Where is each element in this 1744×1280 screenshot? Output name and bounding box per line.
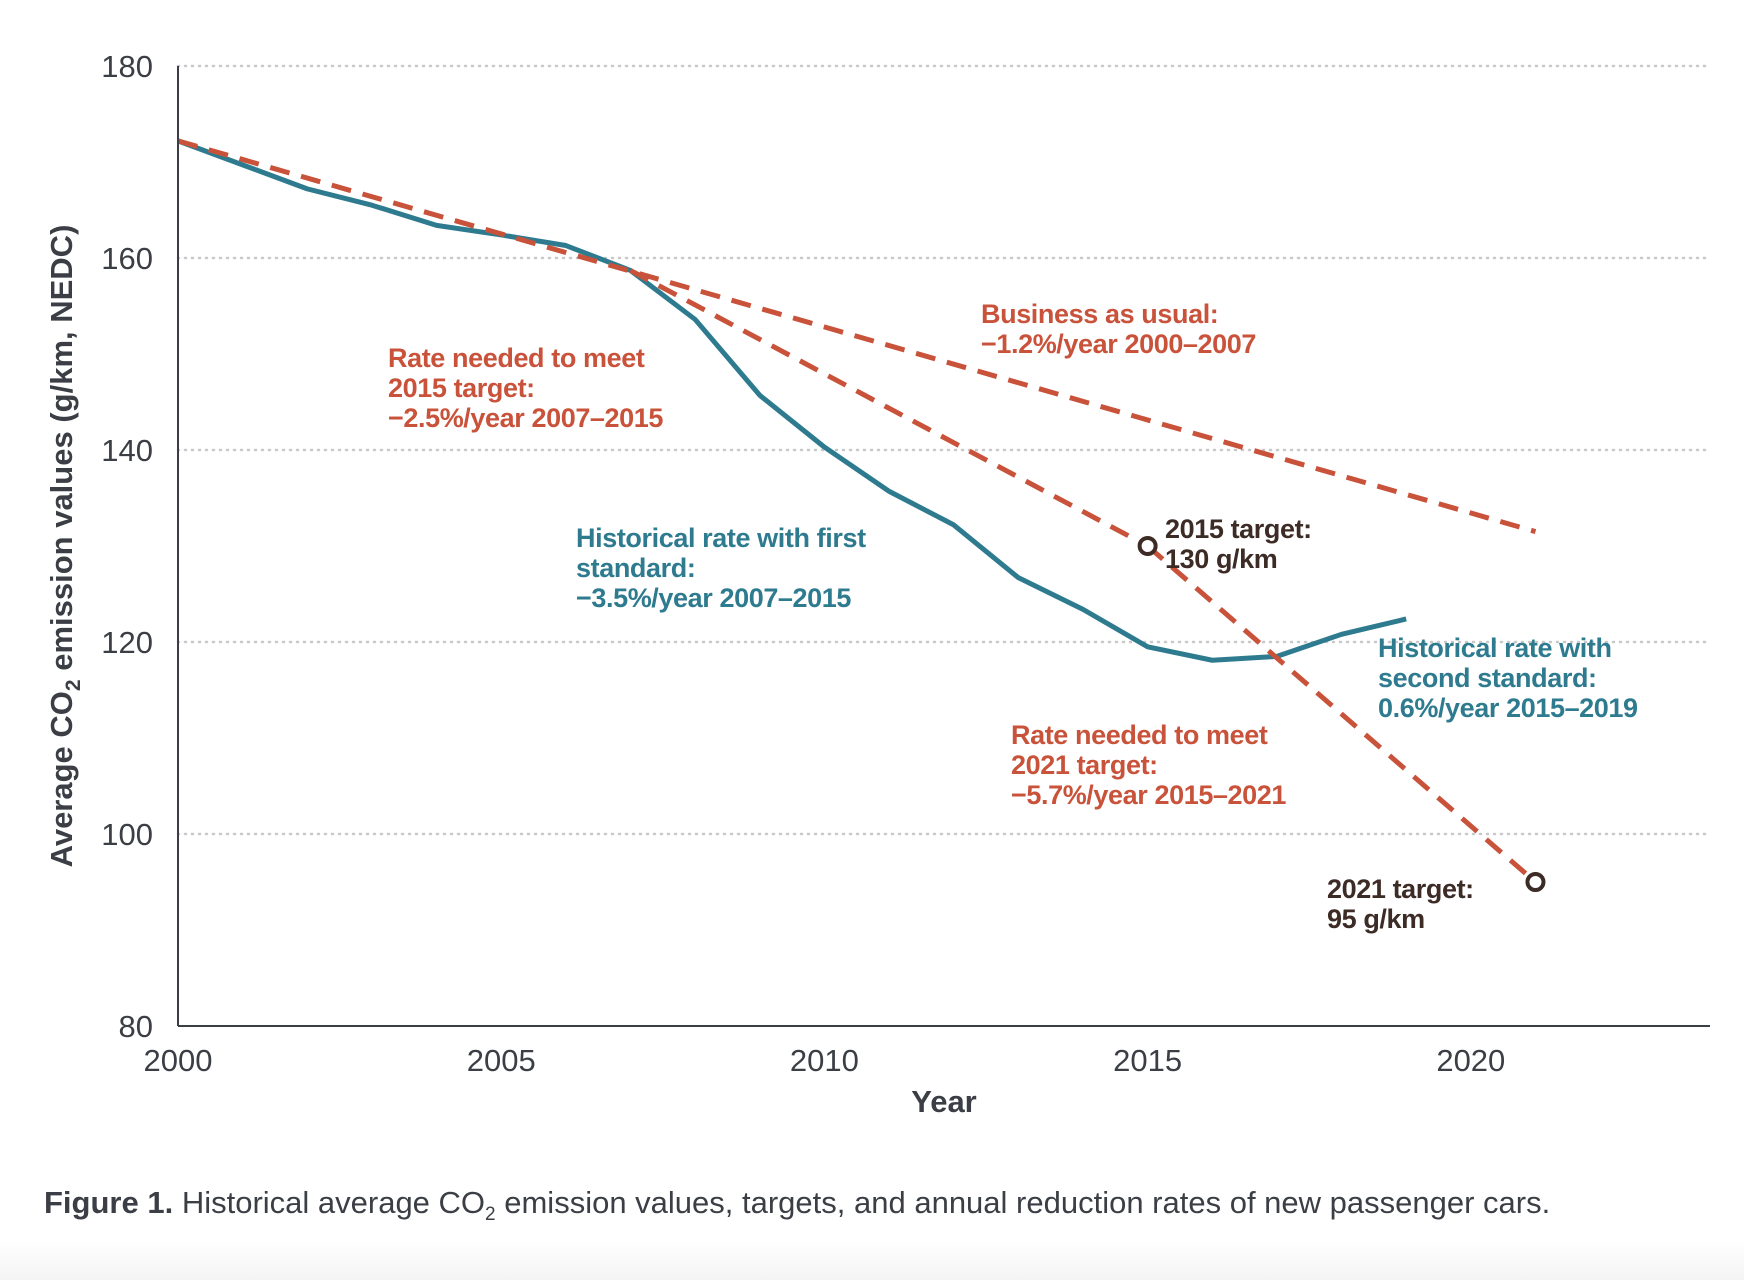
annotation-line: 95 g/km	[1327, 904, 1425, 934]
caption-label: Figure 1.	[44, 1185, 174, 1220]
marker-target-2021	[1525, 872, 1546, 892]
series-layer	[177, 138, 1546, 892]
y-tick-label: 140	[101, 433, 153, 468]
x-tick-label: 2000	[144, 1043, 213, 1078]
annotation-line: −3.5%/year 2007–2015	[576, 583, 851, 613]
annotation-line: 2021 target:	[1327, 874, 1474, 904]
figure-caption: Figure 1. Historical average CO2 emissio…	[44, 1178, 1684, 1240]
x-tick-label: 2010	[790, 1043, 859, 1078]
y-axis-title-subscript: 2	[62, 679, 85, 691]
series-line-historical	[177, 138, 1407, 663]
tick-labels: 80 100 120 140 160 180 2000 2005 2010 2015 2020	[101, 49, 1505, 1078]
annotation-line: 130 g/km	[1165, 544, 1277, 574]
annotation-line: second standard:	[1378, 663, 1597, 693]
caption-text: Historical average CO	[173, 1185, 486, 1220]
caption-text: emission values, targets, and annual red…	[495, 1185, 1551, 1220]
marker-target-2015	[1137, 536, 1158, 556]
annotation-line: 0.6%/year 2015–2019	[1378, 693, 1638, 723]
annotation-line: −1.2%/year 2000–2007	[981, 329, 1256, 359]
annotation-target-2021: 2021 target: 95 g/km	[1327, 874, 1474, 934]
annotation-line: Historical rate with first	[576, 523, 866, 553]
y-axis-title: Average CO2 emission values (g/km, NEDC)	[44, 225, 85, 868]
annotation-historical-first: Historical rate with first standard: −3.5%…	[576, 523, 866, 613]
y-tick-label: 180	[101, 49, 153, 84]
annotation-line: 2021 target:	[1011, 750, 1158, 780]
y-axis-title-part: emission values (g/km, NEDC)	[44, 225, 79, 680]
annotation-line: 2015 target:	[1165, 514, 1312, 544]
annotation-target-2015: 2015 target: 130 g/km	[1165, 514, 1312, 574]
y-tick-label: 160	[101, 241, 153, 276]
co2-emissions-chart: 80 100 120 140 160 180 2000 2005 2010 2015 2020 Bu…	[44, 49, 1712, 1119]
annotation-line: standard:	[576, 553, 695, 583]
annotation-line: Rate needed to meet	[1011, 720, 1268, 750]
annotations: Business as usual: −1.2%/year 2000–2007 Ra…	[388, 299, 1638, 934]
annotation-rate-2021: Rate needed to meet 2021 target: −5.7%/yea…	[1011, 720, 1286, 810]
y-tick-label: 120	[101, 625, 153, 660]
annotation-business-as-usual: Business as usual: −1.2%/year 2000–2007	[981, 299, 1256, 359]
series-line-rate-2021-target	[1145, 544, 1538, 884]
x-tick-label: 2020	[1436, 1043, 1505, 1078]
x-axis-title: Year	[911, 1084, 977, 1119]
y-tick-label: 80	[119, 1009, 153, 1044]
series-line-rate-2015-target	[629, 268, 1149, 549]
caption-subscript: 2	[485, 1204, 496, 1226]
annotation-line: 2015 target:	[388, 373, 535, 403]
series-line-business-as-usual	[177, 138, 1537, 535]
annotation-historical-second: Historical rate with second standard: 0.6%…	[1378, 633, 1638, 723]
annotation-line: −2.5%/year 2007–2015	[388, 403, 663, 433]
bottom-fade	[0, 1240, 1744, 1280]
y-axis-title-part: Average CO	[44, 691, 79, 867]
annotation-line: Business as usual:	[981, 299, 1218, 329]
annotation-line: Historical rate with	[1378, 633, 1612, 663]
x-tick-label: 2005	[467, 1043, 536, 1078]
annotation-line: −5.7%/year 2015–2021	[1011, 780, 1286, 810]
annotation-rate-2015: Rate needed to meet 2015 target: −2.5%/yea…	[388, 343, 663, 433]
y-tick-label: 100	[101, 817, 153, 852]
annotation-line: Rate needed to meet	[388, 343, 645, 373]
x-tick-label: 2015	[1113, 1043, 1182, 1078]
axes	[177, 66, 1710, 1027]
